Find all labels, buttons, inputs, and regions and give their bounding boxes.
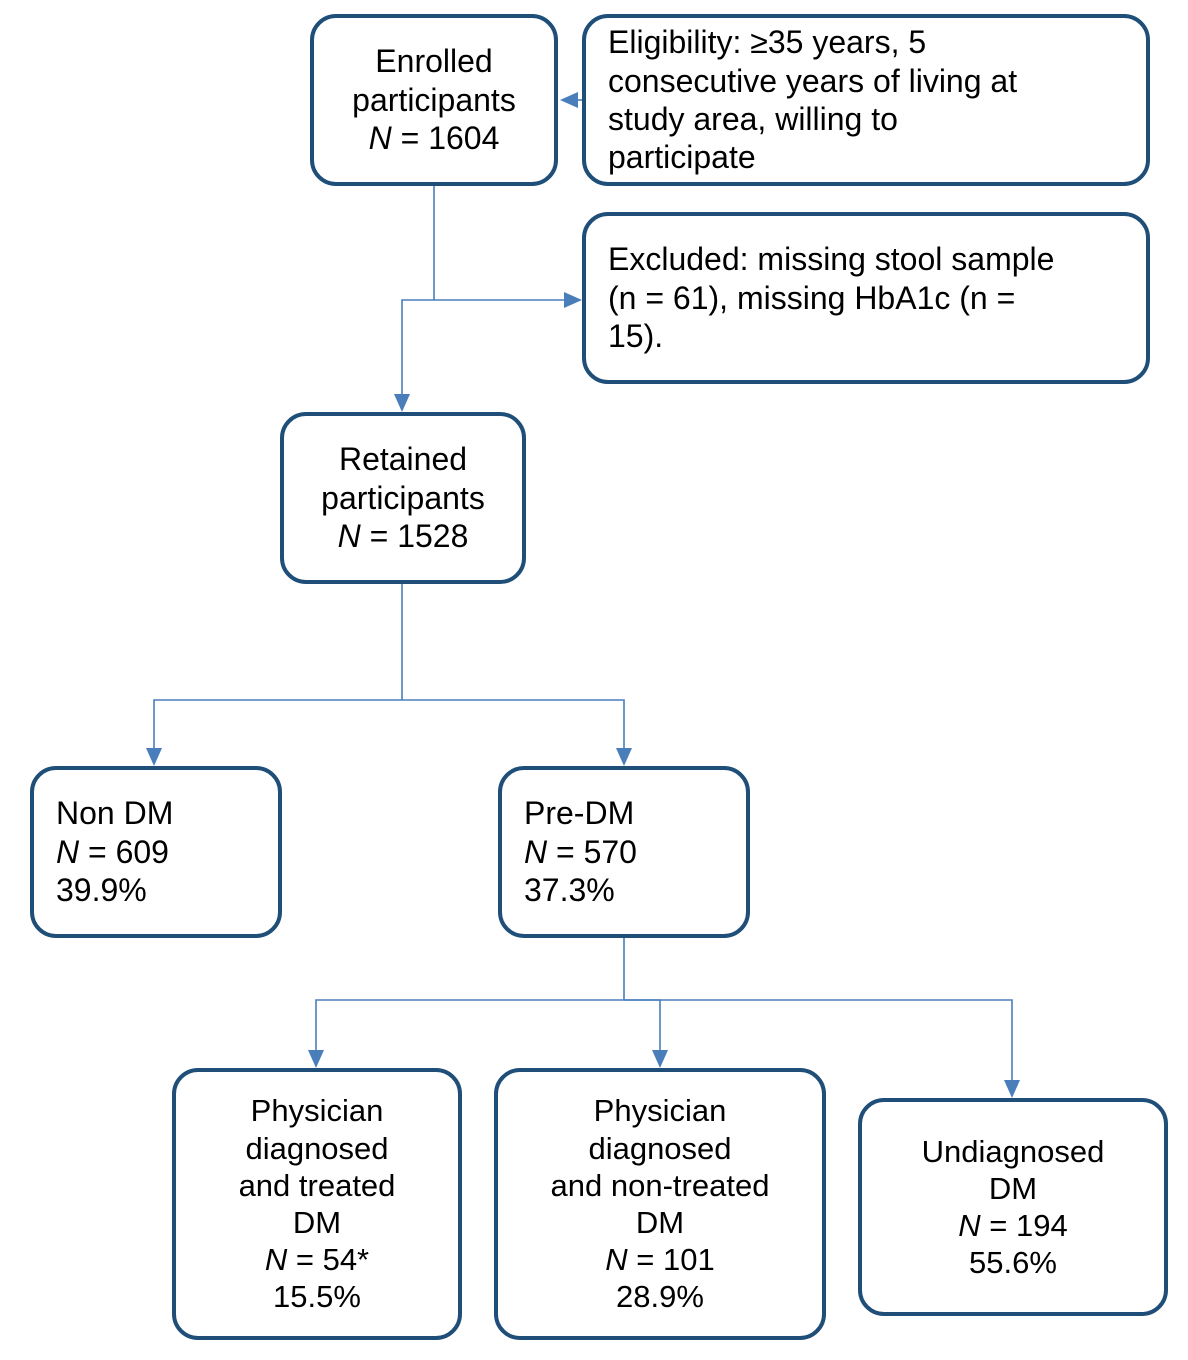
node-predm: Pre-DMN = 57037.3% (498, 766, 750, 938)
node-dmtreated-line-3: DM (293, 1204, 341, 1241)
node-dmtreated-line-4: N = 54* (265, 1241, 369, 1278)
node-nondm-line-1: N = 609 (56, 833, 169, 871)
node-dmnottreated-line-5: 28.9% (616, 1278, 704, 1315)
node-eligibility-line-2: study area, willing to (608, 100, 898, 138)
node-enrolled-line-1: participants (352, 81, 516, 119)
node-nondm: Non DMN = 60939.9% (30, 766, 282, 938)
node-retained-line-2: N = 1528 (338, 517, 469, 555)
node-dmnottreated-line-4: N = 101 (605, 1241, 714, 1278)
node-excluded-line-1: (n = 61), missing HbA1c (n = (608, 279, 1015, 317)
node-eligibility-line-1: consecutive years of living at (608, 62, 1017, 100)
node-eligibility-line-3: participate (608, 138, 756, 176)
node-dmnottreated-line-2: and non-treated (551, 1167, 770, 1204)
node-enrolled-line-0: Enrolled (375, 42, 492, 80)
node-undiagnosed-line-2: N = 194 (958, 1207, 1067, 1244)
node-dmtreated-line-2: and treated (239, 1167, 396, 1204)
node-nondm-line-0: Non DM (56, 794, 173, 832)
node-retained-line-0: Retained (339, 440, 467, 478)
node-undiagnosed-line-1: DM (989, 1170, 1037, 1207)
node-eligibility-line-0: Eligibility: ≥35 years, 5 (608, 23, 926, 61)
node-undiagnosed-line-0: Undiagnosed (922, 1133, 1105, 1170)
node-predm-line-0: Pre-DM (524, 794, 634, 832)
node-excluded: Excluded: missing stool sample(n = 61), … (582, 212, 1150, 384)
node-enrolled-line-2: N = 1604 (369, 119, 500, 157)
node-dmtreated-line-1: diagnosed (245, 1130, 388, 1167)
node-nondm-line-2: 39.9% (56, 871, 147, 909)
node-predm-line-2: 37.3% (524, 871, 615, 909)
node-dmtreated-line-5: 15.5% (273, 1278, 361, 1315)
node-dmnottreated-line-1: diagnosed (588, 1130, 731, 1167)
node-dmtreated-line-0: Physician (251, 1092, 384, 1129)
node-excluded-line-2: 15). (608, 317, 663, 355)
node-retained-line-1: participants (321, 479, 485, 517)
node-predm-line-1: N = 570 (524, 833, 637, 871)
node-dmnottreated-line-3: DM (636, 1204, 684, 1241)
node-retained: RetainedparticipantsN = 1528 (280, 412, 526, 584)
node-dmtreated: Physiciandiagnosedand treatedDMN = 54*15… (172, 1068, 462, 1340)
node-dmnottreated-line-0: Physician (594, 1092, 727, 1129)
node-undiagnosed: UndiagnosedDMN = 19455.6% (858, 1098, 1168, 1316)
flowchart-canvas: EnrolledparticipantsN = 1604Eligibility:… (0, 0, 1188, 1360)
node-dmnottreated: Physiciandiagnosedand non-treatedDMN = 1… (494, 1068, 826, 1340)
node-excluded-line-0: Excluded: missing stool sample (608, 240, 1054, 278)
node-eligibility: Eligibility: ≥35 years, 5consecutive yea… (582, 14, 1150, 186)
node-enrolled: EnrolledparticipantsN = 1604 (310, 14, 558, 186)
node-undiagnosed-line-3: 55.6% (969, 1244, 1057, 1281)
